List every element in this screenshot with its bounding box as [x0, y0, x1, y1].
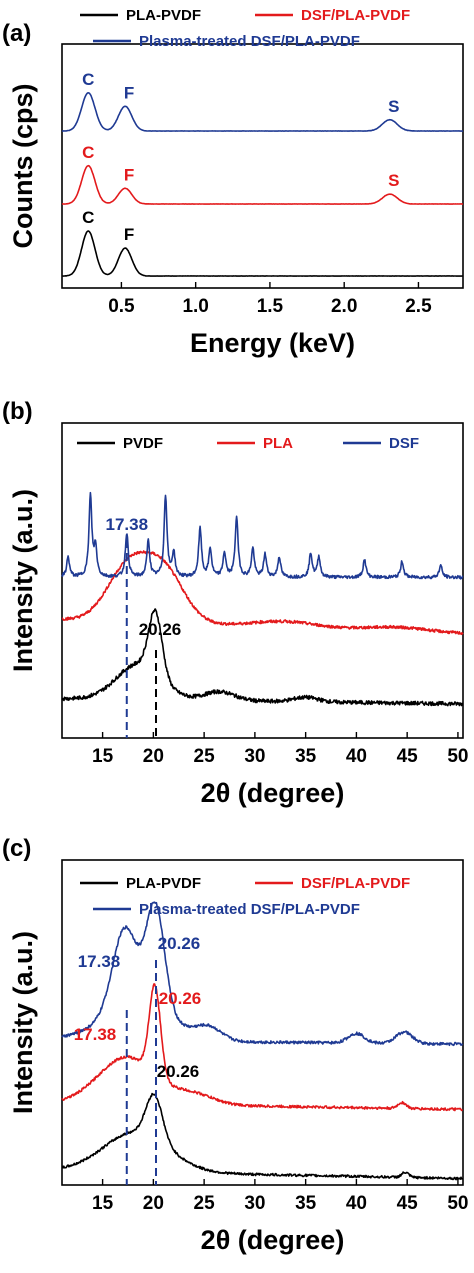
panel-label: (b) [2, 398, 33, 425]
plot-frame [61, 859, 464, 1186]
x-tick-label: 50 [447, 1193, 468, 1214]
peak-label: F [124, 225, 134, 244]
peak-annotation: 17.38 [78, 952, 121, 971]
series-line [61, 230, 464, 277]
plot-frame [61, 422, 464, 739]
legend-entry: PLA-PVDF [126, 7, 201, 24]
x-axis-title: Energy (keV) [190, 328, 355, 358]
plot-frame [61, 43, 464, 289]
peak-annotation: 17.38 [74, 1025, 117, 1044]
panel-label: (c) [2, 835, 31, 862]
series-line [61, 1092, 464, 1181]
series-line [61, 491, 464, 580]
legend-entry: PLA-PVDF [126, 875, 201, 892]
x-tick-label: 30 [244, 1193, 265, 1214]
legend-entry: DSF/PLA-PVDF [301, 875, 410, 892]
x-axis-title: 2θ (degree) [201, 1225, 345, 1255]
y-axis-title: Counts (cps) [8, 84, 38, 249]
series-line [61, 983, 463, 1112]
peak-label: S [388, 171, 399, 190]
x-tick-label: 2.5 [405, 296, 432, 317]
series-line [61, 164, 464, 205]
x-tick-label: 35 [295, 746, 317, 767]
legend-entry: DSF [389, 435, 419, 452]
peak-label: C [82, 70, 94, 89]
peak-label: F [124, 83, 134, 102]
legend-entry: Plasma-treated DSF/PLA-PVDF [139, 33, 360, 50]
x-tick-label: 50 [447, 746, 468, 767]
x-tick-label: 15 [92, 1193, 114, 1214]
peak-label: C [82, 143, 94, 162]
x-tick-label: 35 [295, 1193, 317, 1214]
legend-entry: PVDF [123, 435, 163, 452]
x-tick-label: 40 [346, 746, 367, 767]
y-axis-title: Intensity (a.u.) [8, 931, 38, 1114]
series-line [61, 92, 464, 132]
x-tick-label: 25 [194, 746, 216, 767]
peak-annotation: 20.26 [159, 989, 202, 1008]
panel-label: (a) [2, 20, 31, 47]
peak-label: C [82, 208, 94, 227]
x-tick-label: 20 [143, 746, 164, 767]
peak-annotation: 20.26 [157, 1062, 200, 1081]
series-line [61, 608, 464, 707]
x-axis-title: 2θ (degree) [201, 778, 345, 808]
legend-entry: DSF/PLA-PVDF [301, 7, 410, 24]
x-tick-label: 25 [194, 1193, 216, 1214]
x-tick-label: 2.0 [331, 296, 357, 317]
x-tick-label: 45 [397, 746, 419, 767]
peak-annotation: 20.26 [158, 934, 201, 953]
peak-label: S [388, 97, 399, 116]
x-tick-label: 1.0 [182, 296, 208, 317]
x-tick-label: 40 [346, 1193, 367, 1214]
x-tick-label: 1.5 [257, 296, 284, 317]
series-line [61, 901, 464, 1047]
y-axis-title: Intensity (a.u.) [8, 489, 38, 672]
legend-entry: PLA [263, 435, 293, 452]
x-tick-label: 0.5 [108, 296, 135, 317]
x-tick-label: 20 [143, 1193, 164, 1214]
x-tick-label: 15 [92, 746, 114, 767]
peak-annotation: 17.38 [105, 515, 148, 534]
peak-label: F [124, 165, 134, 184]
legend-entry: Plasma-treated DSF/PLA-PVDF [139, 901, 360, 918]
x-tick-label: 45 [397, 1193, 419, 1214]
x-tick-label: 30 [244, 746, 265, 767]
peak-annotation: 20.26 [139, 620, 182, 639]
